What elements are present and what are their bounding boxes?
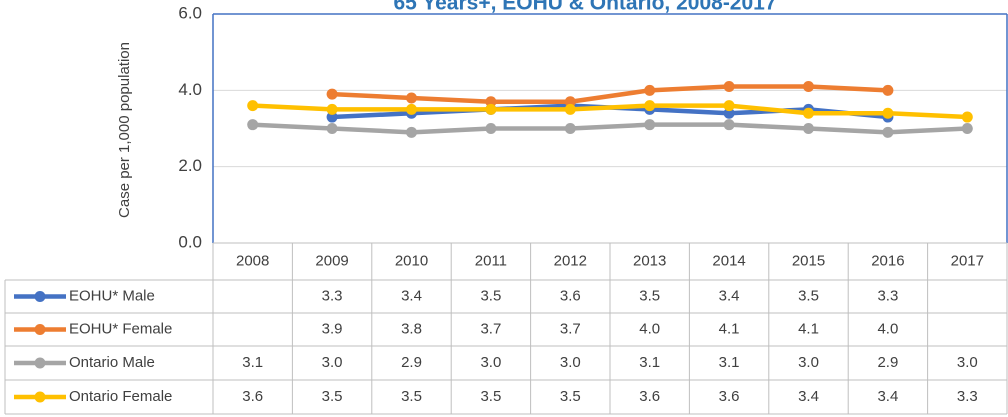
series-marker [803, 123, 814, 134]
legend-label: Ontario Female [69, 388, 172, 405]
table-value: 3.0 [957, 354, 978, 371]
legend-marker [34, 324, 46, 335]
series-marker [723, 81, 735, 93]
series-marker [564, 123, 576, 134]
table-value: 3.5 [560, 388, 581, 405]
y-tick-label: 6.0 [178, 3, 202, 22]
legend-label: Ontario Male [69, 354, 155, 371]
series-marker [961, 111, 973, 123]
table-value: 3.7 [480, 320, 501, 337]
table-value: 3.6 [639, 388, 660, 405]
table-value: 3.3 [957, 388, 978, 405]
table-value: 2.9 [877, 354, 898, 371]
x-tick-label: 2017 [951, 252, 984, 269]
series-marker [326, 88, 338, 100]
legend-marker [34, 391, 46, 403]
series-marker [882, 126, 894, 138]
series-marker [326, 103, 338, 115]
table-value: 2.9 [401, 354, 422, 371]
series-marker [644, 84, 656, 96]
x-tick-label: 2011 [475, 252, 507, 269]
series-marker [803, 81, 814, 93]
series-marker [723, 119, 735, 131]
series-marker [406, 103, 417, 115]
table-value: 3.9 [322, 320, 343, 337]
table-value: 3.4 [877, 388, 898, 405]
x-tick-label: 2009 [315, 252, 348, 269]
series-marker [326, 111, 338, 123]
table-value: 4.1 [798, 320, 819, 337]
table-value: 3.3 [322, 287, 343, 304]
table-value: 3.6 [719, 388, 740, 405]
y-axis-label: Case per 1,000 population [116, 42, 133, 218]
table-value: 3.4 [719, 287, 740, 304]
series-line [331, 84, 889, 105]
chart-title: 65 Years+, EOHU & Ontario, 2008-2017 [393, 0, 776, 15]
table-value: 3.5 [401, 388, 422, 405]
series-marker [644, 100, 656, 112]
series-marker [406, 126, 417, 138]
table-value: 3.5 [639, 287, 660, 304]
series-marker [803, 107, 814, 119]
table-value: 3.5 [480, 388, 501, 405]
x-tick-label: 2013 [633, 252, 666, 269]
table-value: 3.1 [719, 354, 740, 371]
table-value: 4.0 [877, 320, 898, 337]
table-value: 3.8 [401, 320, 422, 337]
table-value: 3.1 [242, 354, 263, 371]
legend-marker [34, 291, 46, 302]
series-marker [326, 123, 338, 134]
series-marker [564, 103, 576, 115]
table-value: 3.0 [480, 354, 501, 371]
series-line [252, 103, 968, 120]
series-marker [247, 100, 259, 112]
series-marker [882, 107, 894, 119]
series-marker [247, 119, 259, 131]
series-marker [485, 103, 497, 115]
table-value: 3.1 [639, 354, 660, 371]
table-value: 3.5 [480, 287, 501, 304]
table-value: 3.0 [798, 354, 819, 371]
x-tick-label: 2008 [236, 252, 269, 269]
table-value: 3.5 [798, 287, 819, 304]
series-marker [882, 84, 894, 96]
y-tick-label: 4.0 [178, 80, 202, 99]
legend-label: EOHU* Male [69, 287, 155, 304]
table-value: 3.6 [560, 287, 581, 304]
series-marker [961, 123, 973, 134]
x-tick-label: 2016 [871, 252, 904, 269]
x-tick-label: 2015 [792, 252, 825, 269]
table-value: 3.4 [798, 388, 819, 405]
table-value: 4.0 [639, 320, 660, 337]
series-marker [723, 100, 735, 112]
table-value: 3.4 [401, 287, 422, 304]
series-marker [485, 123, 497, 134]
table-value: 3.5 [322, 388, 343, 405]
x-tick-label: 2010 [395, 252, 428, 269]
series-marker [406, 92, 417, 104]
y-tick-label: 2.0 [178, 156, 202, 175]
series-marker [564, 96, 576, 108]
x-tick-label: 2014 [712, 252, 745, 269]
legend-label: EOHU* Female [69, 320, 172, 337]
table-value: 3.0 [560, 354, 581, 371]
table-value: 3.6 [242, 388, 263, 405]
series-marker [723, 107, 735, 119]
table-value: 3.0 [322, 354, 343, 371]
legend-marker [34, 357, 46, 369]
table-value: 3.3 [877, 287, 898, 304]
x-tick-label: 2012 [554, 252, 587, 269]
series-marker [644, 119, 656, 131]
table-value: 3.7 [560, 320, 581, 337]
y-tick-label: 0.0 [178, 232, 202, 251]
series-marker [485, 96, 497, 108]
series-line [252, 122, 968, 135]
table-value: 4.1 [719, 320, 740, 337]
